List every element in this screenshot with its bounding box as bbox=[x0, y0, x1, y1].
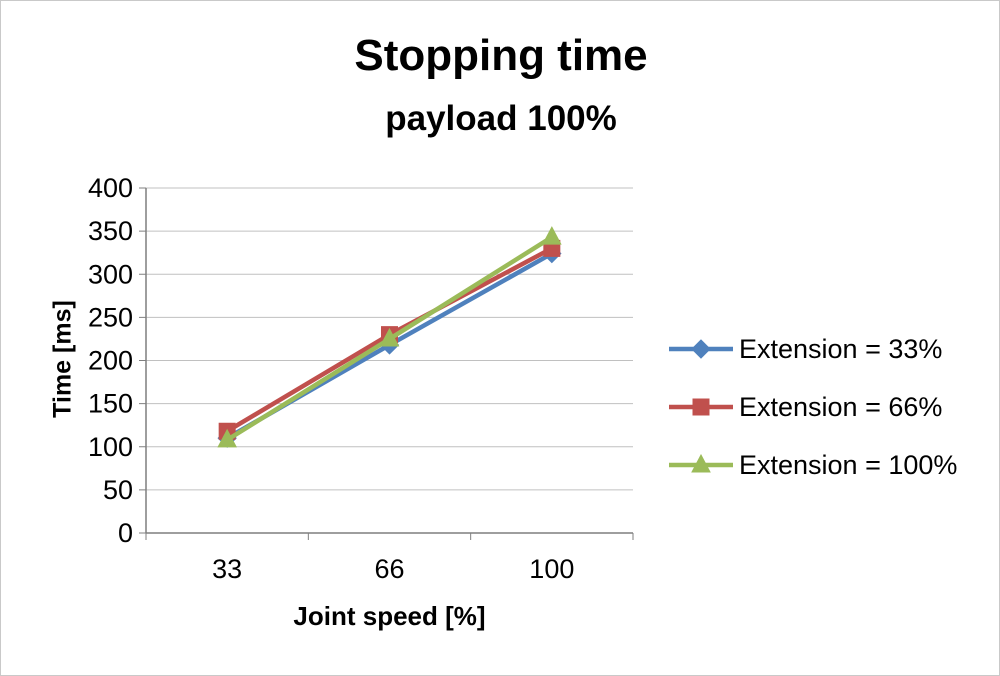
y-tick-label: 50 bbox=[103, 475, 133, 505]
legend-sample-square-icon bbox=[669, 398, 733, 416]
diamond-marker-icon bbox=[691, 339, 711, 359]
y-tick-label: 200 bbox=[88, 346, 133, 376]
triangle-marker-icon bbox=[542, 226, 562, 245]
triangle-marker-icon bbox=[379, 327, 400, 347]
legend-entry-2: Extension = 66% bbox=[669, 391, 957, 423]
y-tick-label: 0 bbox=[118, 518, 133, 548]
legend-label: Extension = 33% bbox=[739, 333, 943, 364]
chart-subtitle: payload 100% bbox=[385, 99, 617, 138]
y-tick-label: 100 bbox=[88, 432, 133, 462]
chart-title: Stopping time bbox=[354, 31, 648, 80]
triangle-marker-icon bbox=[691, 454, 711, 473]
y-tick-label: 300 bbox=[88, 259, 133, 289]
y-tick-label: 350 bbox=[88, 216, 133, 246]
x-tick-label: 100 bbox=[529, 554, 574, 584]
x-tick-label: 66 bbox=[374, 554, 404, 584]
y-tick-label: 150 bbox=[88, 389, 133, 419]
x-tick-label: 33 bbox=[212, 554, 242, 584]
square-marker-icon bbox=[692, 398, 710, 416]
legend-sample-diamond-icon bbox=[669, 339, 733, 359]
legend-label: Extension = 66% bbox=[739, 391, 943, 422]
y-tick-label: 400 bbox=[88, 173, 133, 203]
legend: Extension = 33% Extension = 66% Extension … bbox=[669, 333, 957, 481]
legend-sample-triangle-icon bbox=[669, 454, 733, 473]
triangle-marker-icon bbox=[217, 428, 237, 448]
y-tick-label: 250 bbox=[88, 302, 133, 332]
x-axis-title: Joint speed [%] bbox=[293, 601, 486, 631]
legend-entry-1: Extension = 33% bbox=[669, 333, 957, 365]
legend-entry-3: Extension = 100% bbox=[669, 449, 957, 481]
legend-label: Extension = 100% bbox=[739, 449, 958, 480]
